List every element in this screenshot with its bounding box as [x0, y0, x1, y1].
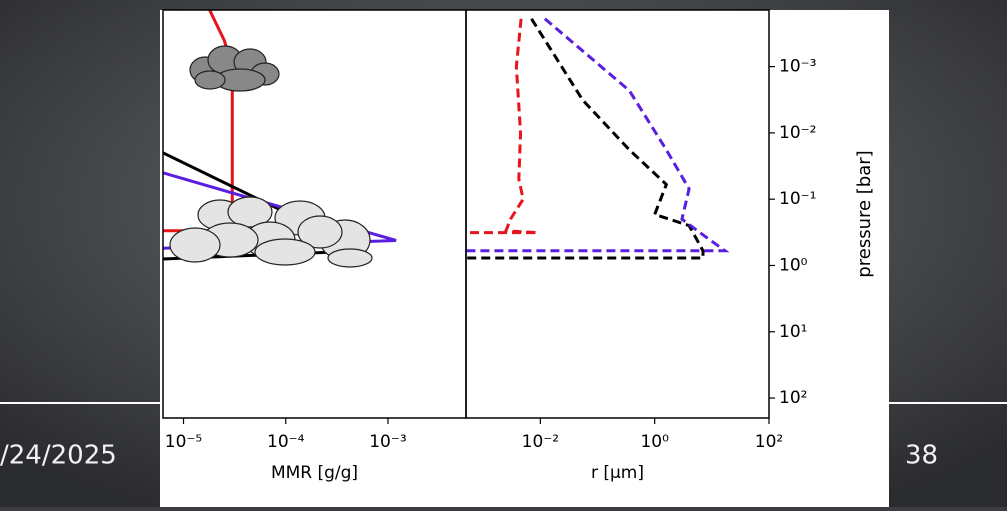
x-tick-label: 10⁻³	[369, 432, 406, 452]
x-tick-label: 10⁰	[640, 432, 669, 452]
x-axis-label: MMR [g/g]	[271, 463, 358, 483]
x-tick-label: 10⁻⁵	[165, 432, 202, 452]
data-line	[466, 17, 730, 253]
y-tick-label: 10⁻²	[779, 123, 816, 143]
dark-cloud	[189, 45, 280, 92]
data-line	[466, 17, 705, 260]
y-tick-label: 10⁻³	[779, 57, 816, 77]
axes-frame	[465, 9, 770, 419]
x-tick-label: 10⁻⁴	[267, 432, 305, 452]
x-tick-label: 10⁻²	[522, 432, 559, 452]
y-axis-label: pressure [bar]	[854, 150, 875, 277]
y-tick-label: 10⁻¹	[779, 189, 816, 209]
data-line	[466, 18, 538, 235]
page-number: 38	[905, 441, 938, 471]
light-clouds	[169, 196, 373, 268]
y-tick-label: 10¹	[779, 322, 807, 342]
y-tick-label: 10²	[779, 388, 807, 408]
y-tick-label: 10⁰	[779, 255, 808, 275]
footer-date: /24/2025	[0, 441, 117, 471]
x-tick-label: 10²	[755, 432, 783, 452]
x-axis-label: r [μm]	[591, 463, 644, 483]
